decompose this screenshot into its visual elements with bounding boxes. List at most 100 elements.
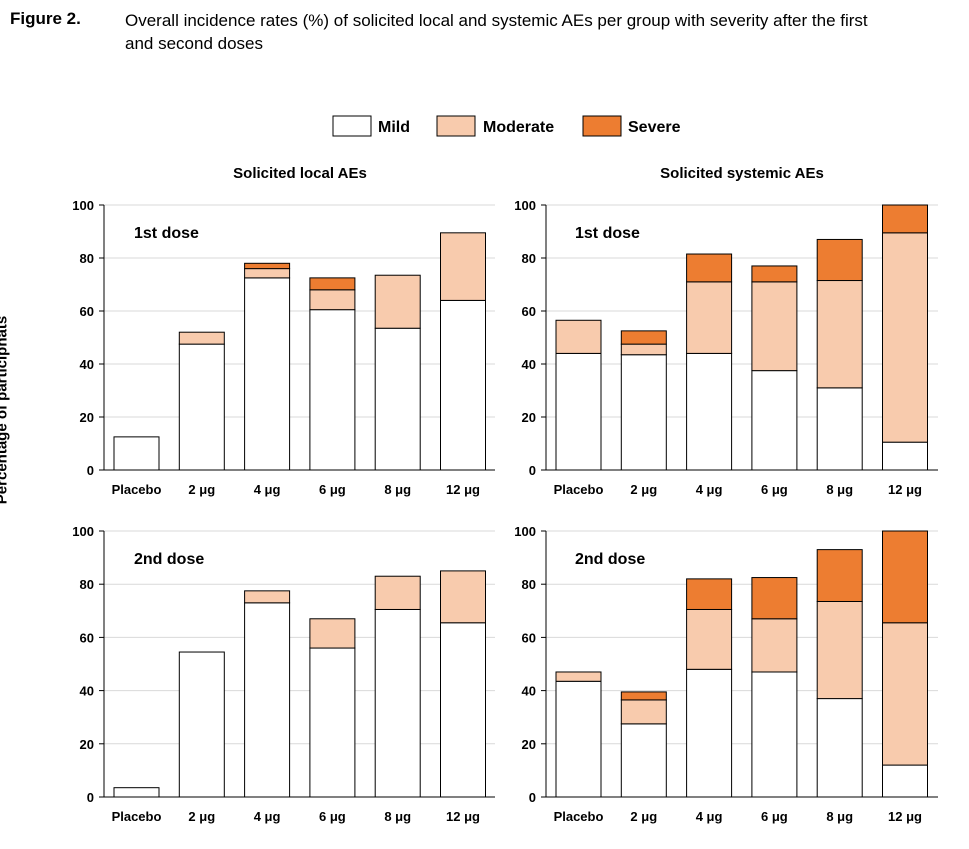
systemic-2nd-dose-y-tick-label: 80 [522, 577, 536, 592]
local-2nd-dose-y-tick-label: 100 [72, 524, 94, 539]
local-1st-dose-x-tick-label: 12 μg [446, 482, 480, 497]
local-1st-dose-bar-moderate [244, 268, 291, 279]
local-1st-dose-bar-mild [440, 299, 486, 471]
systemic-2nd-dose-bar-mild [751, 671, 798, 798]
systemic-2nd-dose-x-tick-label: 2 μg [630, 809, 657, 824]
legend-label-mild: Mild [378, 119, 410, 136]
local-1st-dose-bar-moderate [440, 232, 486, 301]
systemic-1st-dose-y-tick-label: 100 [514, 198, 536, 213]
local-1st-dose-y-tick-label: 20 [80, 410, 94, 425]
local-2nd-dose-bar-moderate [440, 570, 486, 624]
systemic-2nd-dose-bar-severe [882, 530, 928, 624]
systemic-1st-dose-bar-mild [686, 352, 733, 471]
systemic-1st-dose-x-tick-label: 8 μg [826, 482, 853, 497]
local-1st-dose-bar-severe [244, 262, 291, 270]
local-2nd-dose-subtitle: 2nd dose [134, 551, 204, 568]
systemic-1st-dose-bar-severe [620, 330, 667, 345]
systemic-2nd-dose-bar-severe [686, 578, 733, 610]
local-2nd-dose-bar-moderate [309, 618, 356, 649]
systemic-2nd-dose-bar-mild [816, 698, 863, 798]
systemic-2nd-dose-bar-moderate [620, 699, 667, 725]
systemic-1st-dose-bar-moderate [555, 319, 602, 354]
systemic-2nd-dose-x-tick-label: 8 μg [826, 809, 853, 824]
systemic-1st-dose-bar-moderate [816, 280, 863, 389]
systemic-1st-dose-bar-moderate [620, 343, 667, 356]
systemic-1st-dose-bar-severe [816, 238, 863, 282]
systemic-2nd-dose-bar-severe [751, 577, 798, 620]
local-2nd-dose-x-tick-label: 4 μg [254, 809, 281, 824]
local-1st-dose-bar-mild [113, 436, 160, 471]
systemic-1st-dose-subtitle: 1st dose [575, 225, 640, 242]
legend-label-severe: Severe [628, 119, 681, 136]
systemic-2nd-dose-bar-mild [686, 668, 733, 798]
local-2nd-dose-bar-moderate [374, 575, 421, 610]
local-1st-dose-x-tick-label: 4 μg [254, 482, 281, 497]
local-2nd-dose-bar-mild [244, 602, 291, 798]
local-1st-dose-bar-moderate [309, 289, 356, 311]
local-2nd-dose-y-tick-label: 40 [80, 684, 94, 699]
local-1st-dose-y-tick-label: 100 [72, 198, 94, 213]
legend-swatch-mild [332, 115, 372, 137]
local-2nd-dose-bar-moderate [244, 590, 291, 604]
local-1st-dose-y-tick-label: 60 [80, 304, 94, 319]
local-1st-dose-bar-mild [244, 277, 291, 471]
systemic-2nd-dose-bar-moderate [751, 618, 798, 673]
local-1st-dose-bar-mild [309, 309, 356, 471]
local-1st-dose-y-tick-label: 40 [80, 357, 94, 372]
systemic-2nd-dose-subtitle: 2nd dose [575, 551, 645, 568]
systemic-2nd-dose-y-tick-label: 60 [522, 630, 536, 645]
systemic-1st-dose-bar-moderate [686, 281, 733, 354]
figure-label: Figure 2. [10, 9, 81, 28]
local-1st-dose-bar-moderate [178, 331, 225, 345]
systemic-1st-dose-x-tick-label: Placebo [554, 482, 604, 497]
systemic-2nd-dose-y-tick-label: 0 [529, 790, 536, 805]
systemic-1st-dose-bar-severe [686, 253, 733, 283]
systemic-2nd-dose-bar-mild [620, 723, 667, 798]
systemic-1st-dose-bar-mild [620, 354, 667, 471]
systemic-2nd-dose-y-tick-label: 40 [522, 684, 536, 699]
systemic-2nd-dose-bar-moderate [555, 671, 602, 682]
figure-title: Overall incidence rates (%) of solicited… [125, 11, 868, 53]
local-2nd-dose-bar-mild [178, 651, 225, 798]
column-title-systemic: Solicited systemic AEs [660, 165, 824, 182]
local-2nd-dose-bar-mild [440, 622, 486, 798]
local-1st-dose-x-tick-label: 6 μg [319, 482, 346, 497]
systemic-2nd-dose-y-tick-label: 20 [522, 737, 536, 752]
systemic-1st-dose-bar-severe [751, 265, 798, 283]
systemic-1st-dose-bar-mild [751, 370, 798, 471]
legend-swatch-moderate [436, 115, 476, 137]
systemic-1st-dose-bar-mild [555, 352, 602, 471]
systemic-2nd-dose-bar-mild [555, 680, 602, 798]
systemic-1st-dose-x-tick-label: 12 μg [888, 482, 922, 497]
systemic-2nd-dose-x-tick-label: 6 μg [761, 809, 788, 824]
local-2nd-dose-bar-mild [113, 787, 160, 798]
systemic-1st-dose-bar-moderate [882, 232, 928, 443]
systemic-1st-dose-bar-mild [816, 387, 863, 471]
systemic-2nd-dose-bar-severe [816, 549, 863, 602]
local-2nd-dose-x-tick-label: 8 μg [384, 809, 411, 824]
systemic-1st-dose-y-tick-label: 60 [522, 304, 536, 319]
column-title-local: Solicited local AEs [233, 165, 367, 182]
local-2nd-dose-y-tick-label: 20 [80, 737, 94, 752]
local-1st-dose-y-tick-label: 0 [87, 463, 94, 478]
local-1st-dose-bar-severe [309, 277, 356, 291]
systemic-2nd-dose-bar-severe [620, 691, 667, 701]
systemic-2nd-dose-bar-moderate [882, 622, 928, 766]
local-1st-dose-bar-mild [178, 343, 225, 471]
systemic-1st-dose-bar-moderate [751, 281, 798, 372]
systemic-2nd-dose-x-tick-label: 4 μg [696, 809, 723, 824]
legend-label-moderate: Moderate [483, 119, 554, 136]
systemic-2nd-dose-bar-moderate [816, 600, 863, 700]
systemic-1st-dose-bar-severe [882, 204, 928, 234]
local-1st-dose-y-tick-label: 80 [80, 251, 94, 266]
local-1st-dose-x-tick-label: 2 μg [188, 482, 215, 497]
systemic-2nd-dose-bar-moderate [686, 608, 733, 670]
local-2nd-dose-x-tick-label: Placebo [112, 809, 162, 824]
systemic-1st-dose-y-tick-label: 80 [522, 251, 536, 266]
local-2nd-dose-y-tick-label: 60 [80, 630, 94, 645]
local-1st-dose-bar-moderate [374, 274, 421, 329]
local-1st-dose-x-tick-label: Placebo [112, 482, 162, 497]
local-2nd-dose-x-tick-label: 12 μg [446, 809, 480, 824]
local-2nd-dose-y-tick-label: 80 [80, 577, 94, 592]
